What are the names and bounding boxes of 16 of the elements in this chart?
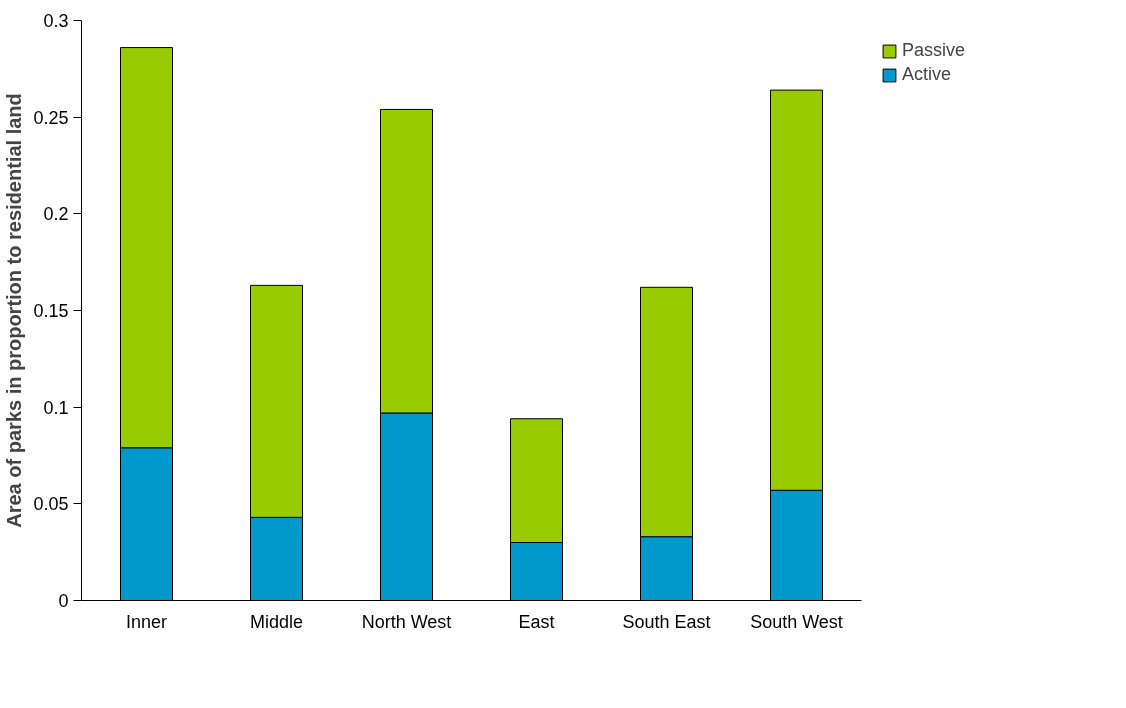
y-tick-label: 0.3 xyxy=(43,11,69,31)
y-tick-label: 0.15 xyxy=(33,301,69,321)
y-tick-label: 0 xyxy=(58,591,69,611)
y-tick-label: 0.25 xyxy=(33,107,69,128)
x-tick-label: Middle xyxy=(249,611,304,632)
y-tick-label: 0.2 xyxy=(43,204,69,225)
y-tick-label: 0.05 xyxy=(33,494,69,515)
x-tick-label: South West xyxy=(750,611,843,632)
x-tick-label: East xyxy=(518,611,555,632)
x-tick-label: South East xyxy=(622,611,711,632)
x-tick-label: Inner xyxy=(125,611,168,632)
legend-label: Active xyxy=(902,64,952,85)
legend-label: Passive xyxy=(902,40,966,61)
y-tick-label: 0.1 xyxy=(43,397,69,418)
x-tick-label: North West xyxy=(361,611,452,632)
y-axis-title: Area of parks in proportion to residential land xyxy=(3,93,26,528)
